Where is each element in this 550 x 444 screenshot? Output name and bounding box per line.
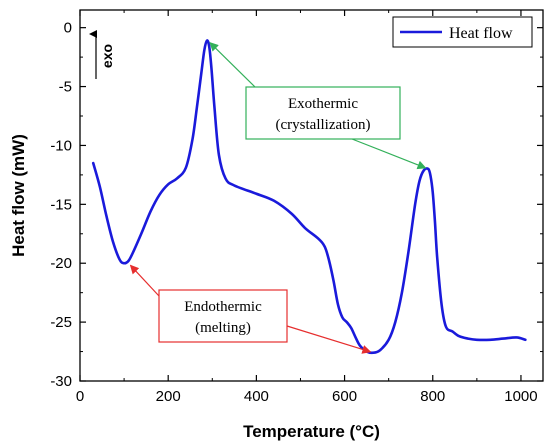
annotation-arrow-0-0	[209, 42, 256, 88]
annotation-layer: Exothermic (crystallization) Endothermic (m…	[129, 42, 427, 354]
x-tick-label-1: 200	[156, 388, 181, 405]
x-tick-label-3: 600	[332, 388, 357, 405]
y-tick-label-6: -30	[50, 373, 72, 390]
x-tick-label-4: 800	[420, 388, 445, 405]
annotation-box-1	[158, 289, 288, 343]
axis-ticks: 0 200 400 600 800 1000 0 -5 -10 -15 -20 -25 -30	[50, 10, 543, 405]
y-tick-label-3: -15	[50, 196, 72, 213]
series-layer	[91, 39, 527, 355]
y-tick-label-4: -20	[50, 255, 72, 272]
x-tick-label-0: 0	[76, 388, 84, 405]
annotation-box-0	[245, 86, 401, 140]
annotation-arrow-1-1	[286, 325, 372, 354]
y-tick-label-5: -25	[50, 314, 72, 331]
y-tick-label-2: -10	[50, 137, 72, 154]
annotation-text-0-1: (crystallization)	[276, 117, 371, 133]
annotation-text-1-1: (melting)	[195, 320, 251, 336]
annotation-text-1-0: Endothermic	[184, 299, 262, 315]
x-tick-label-5: 1000	[504, 388, 537, 405]
legend-label: Heat flow	[449, 25, 513, 42]
y-tick-label-1: -5	[59, 79, 72, 96]
annotation-arrow-1-0	[129, 264, 160, 297]
x-tick-label-2: 400	[244, 388, 269, 405]
annotation-text-0-0: Exothermic	[288, 96, 358, 112]
annotation-arrow-0-1	[351, 138, 427, 170]
y-axis-title: Heat flow (mW)	[9, 134, 28, 257]
series-line-0	[91, 39, 527, 355]
y-tick-label-0: 0	[64, 20, 72, 37]
plot-frame	[79, 9, 544, 382]
x-axis-title: Temperature (°C)	[243, 422, 380, 441]
legend: Heat flow	[392, 16, 533, 48]
exo-label: exo	[99, 44, 115, 68]
exo-indicator: exo	[89, 30, 115, 79]
